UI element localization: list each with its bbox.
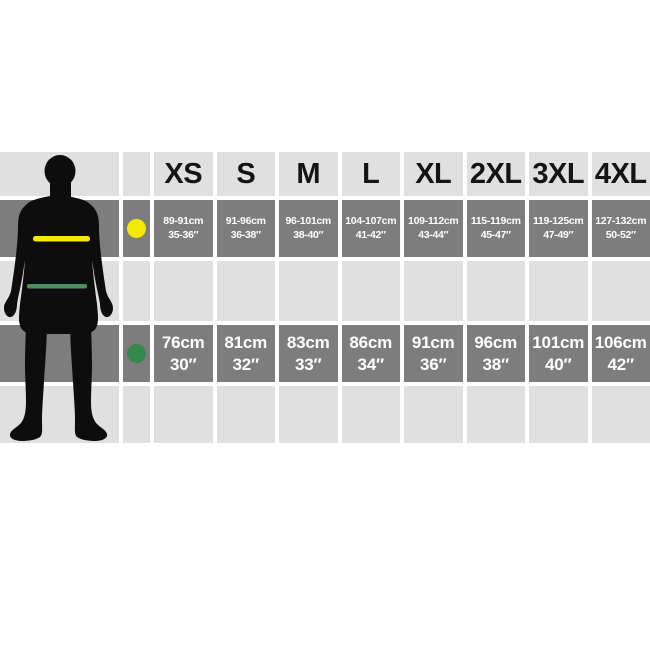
waist-cm: 96cm	[474, 332, 518, 352]
chest-cell-l: 104-107cm 41-42″	[341, 200, 400, 257]
chest-cell-xl: 109-112cm 43-44″	[404, 200, 463, 257]
figure-band-waist	[0, 325, 119, 382]
spacer-cell	[404, 261, 463, 321]
waist-cm: 83cm	[286, 332, 330, 352]
chest-inches: 47-49″	[543, 228, 574, 241]
chest-cm: 115-119cm	[470, 215, 521, 227]
waist-cell-m: 83cm 33″	[279, 325, 338, 382]
size-header-xl: XL	[404, 152, 463, 196]
chest-cell-4xl: 127-132cm 50-52″	[591, 200, 650, 257]
chest-cell-s: 91-96cm 36-38″	[216, 200, 275, 257]
chest-cm: 89-91cm	[163, 215, 204, 227]
waist-inches: 40″	[545, 354, 572, 374]
bottom-cell	[404, 386, 463, 443]
waist-cm: 86cm	[349, 332, 393, 352]
waist-cm: 91cm	[411, 332, 455, 352]
waist-cell-xl: 91cm 36″	[404, 325, 463, 382]
spacer-cell	[341, 261, 400, 321]
size-header-xs: XS	[154, 152, 213, 196]
waist-inches: 36″	[420, 354, 447, 374]
chest-inches: 43-44″	[418, 228, 449, 241]
waist-legend-cell	[123, 325, 150, 382]
chest-legend-cell	[123, 200, 150, 257]
bottom-cell	[216, 386, 275, 443]
waist-cm: 76cm	[161, 332, 205, 352]
chest-inches: 36-38″	[230, 228, 261, 241]
spacer-cell	[279, 261, 338, 321]
size-label: XS	[164, 157, 203, 190]
chest-cm: 127-132cm	[595, 215, 647, 227]
spacer-cell	[529, 261, 588, 321]
figure-band-chest	[0, 200, 119, 257]
waist-inches: 30″	[170, 354, 197, 374]
figure-band-middle	[0, 261, 119, 321]
waist-inches: 34″	[357, 354, 385, 374]
legend-header-cell	[123, 152, 150, 196]
size-label: 4XL	[594, 157, 647, 190]
figure-band-top	[0, 152, 119, 196]
waist-inches: 33″	[295, 354, 322, 374]
size-label: M	[296, 157, 321, 190]
waist-inches: 42″	[607, 354, 635, 374]
waist-cm: 101cm	[532, 332, 585, 352]
waist-cell-xs: 76cm 30″	[154, 325, 213, 382]
waist-cell-l: 86cm 34″	[341, 325, 400, 382]
chest-cm: 91-96cm	[225, 215, 266, 227]
size-header-l: L	[341, 152, 400, 196]
waist-cm: 81cm	[224, 332, 268, 352]
waist-marker-dot-icon	[127, 344, 146, 363]
bottom-cell	[154, 386, 213, 443]
size-label: L	[362, 157, 380, 190]
spacer-cell	[466, 261, 525, 321]
bottom-cell	[341, 386, 400, 443]
chest-cell-xs: 89-91cm 35-36″	[154, 200, 213, 257]
chest-inches: 45-47″	[480, 228, 511, 241]
figure-band-bottom	[0, 386, 119, 443]
spacer-cell	[154, 261, 213, 321]
legend-bottom-cell	[123, 386, 150, 443]
waist-cm: 106cm	[594, 332, 647, 352]
size-header-s: S	[216, 152, 275, 196]
chest-inches: 50-52″	[605, 228, 636, 241]
chest-cm: 109-112cm	[408, 215, 459, 227]
bottom-cell	[466, 386, 525, 443]
chest-cm: 104-107cm	[345, 215, 397, 227]
waist-inches: 32″	[232, 354, 260, 374]
chest-cell-3xl: 119-125cm 47-49″	[529, 200, 588, 257]
legend-spacer-cell	[123, 261, 150, 321]
waist-inches: 38″	[482, 354, 510, 374]
size-header-2xl: 2XL	[466, 152, 525, 196]
chest-marker-dot-icon	[127, 219, 146, 238]
chest-cm: 119-125cm	[533, 215, 584, 227]
waist-cell-3xl: 101cm 40″	[529, 325, 588, 382]
size-header-4xl: 4XL	[591, 152, 650, 196]
bottom-cell	[591, 386, 650, 443]
chest-cm: 96-101cm	[285, 215, 332, 227]
size-label: XL	[415, 157, 452, 190]
bottom-cell	[279, 386, 338, 443]
spacer-cell	[216, 261, 275, 321]
size-label: 2XL	[469, 157, 522, 190]
chest-cell-2xl: 115-119cm 45-47″	[466, 200, 525, 257]
waist-cell-2xl: 96cm 38″	[466, 325, 525, 382]
size-header-3xl: 3XL	[529, 152, 588, 196]
chest-inches: 35-36″	[168, 228, 199, 241]
chest-inches: 38-40″	[293, 228, 324, 241]
size-header-m: M	[279, 152, 338, 196]
bottom-cell	[529, 386, 588, 443]
size-label: 3XL	[532, 157, 585, 190]
waist-cell-4xl: 106cm 42″	[591, 325, 650, 382]
waist-cell-s: 81cm 32″	[216, 325, 275, 382]
size-chart-grid: XS S M L XL 2XL 3XL 4XL 89-91cm 35-36″ 91…	[0, 152, 650, 443]
chest-inches: 41-42″	[355, 228, 386, 241]
spacer-cell	[591, 261, 650, 321]
size-label: S	[236, 157, 256, 190]
chest-cell-m: 96-101cm 38-40″	[279, 200, 338, 257]
